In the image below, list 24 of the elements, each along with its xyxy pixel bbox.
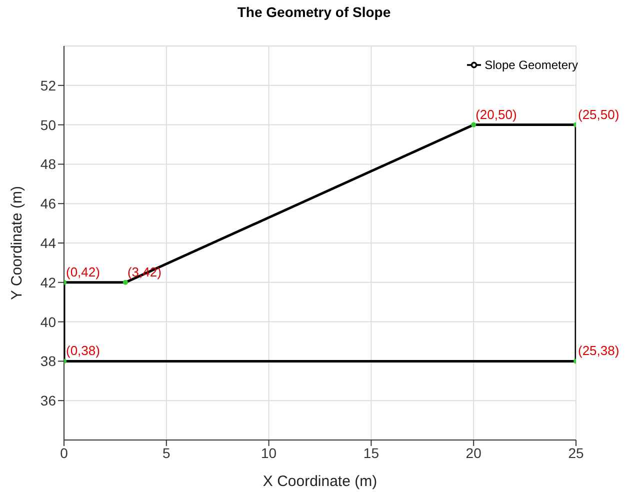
x-tick-label: 15 — [363, 444, 380, 461]
y-tick-label: 50 — [40, 116, 56, 133]
annotation: (20,50) — [476, 106, 517, 122]
annotation: (25,38) — [578, 343, 620, 358]
y-tick-label: 46 — [40, 196, 56, 212]
x-tick-label: 10 — [261, 444, 277, 461]
y-axis-title: Y Coordinate (m) — [8, 186, 26, 300]
annotation: (0,38) — [66, 343, 100, 358]
y-tick-label: 52 — [40, 77, 56, 94]
x-tick-label: 0 — [60, 444, 68, 461]
y-tick-label: 42 — [40, 274, 56, 290]
annotation: (25,50) — [578, 106, 620, 122]
y-tick-label: 38 — [40, 353, 56, 370]
annotation: (0,42) — [66, 264, 100, 280]
y-tick-label: 40 — [40, 314, 56, 330]
x-tick-label: 5 — [162, 444, 170, 461]
x-axis-title: X Coordinate (m) — [262, 473, 378, 490]
legend-label: Slope Geometery — [484, 58, 578, 72]
chart-title: The Geometry of Slope — [236, 4, 392, 20]
y-tick-label: 44 — [40, 234, 56, 251]
y-tick-label: 36 — [40, 392, 56, 409]
x-tick-label: 25 — [568, 444, 584, 461]
x-tick-label: 20 — [466, 444, 482, 461]
y-tick-label: 48 — [40, 156, 56, 172]
